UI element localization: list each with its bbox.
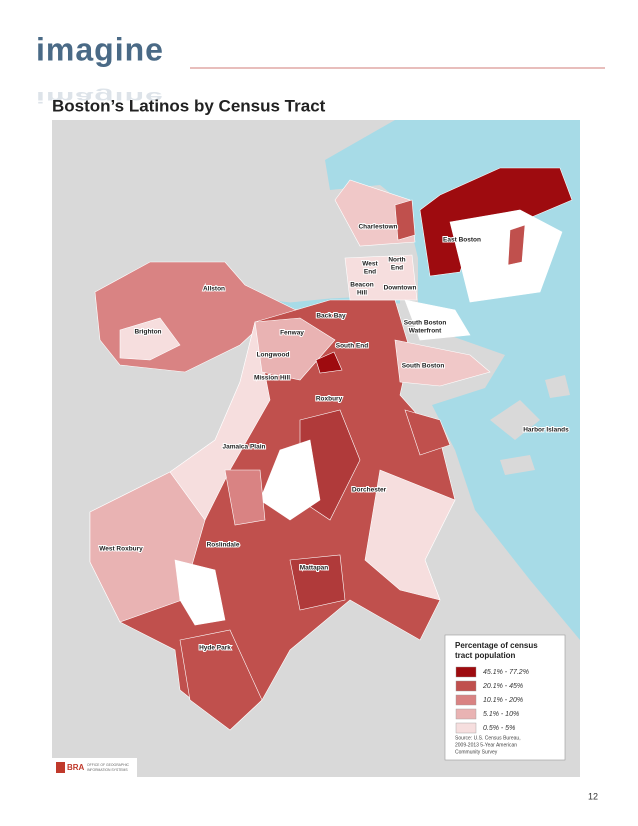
map: Charlestown East Boston West End North E… xyxy=(52,120,580,777)
harbor-islands xyxy=(490,375,570,475)
place-label: West xyxy=(362,261,378,268)
legend-label: 20.1% - 45% xyxy=(482,683,523,690)
credit-unit: INFORMATION SYSTEMS xyxy=(87,768,128,772)
legend-source: Community Survey xyxy=(455,749,498,755)
place-label: Jamaica Plain xyxy=(223,444,266,451)
legend-swatch xyxy=(455,694,477,706)
place-label: Fenway xyxy=(280,330,304,337)
place-label: Mattapan xyxy=(300,565,329,572)
place-label: Roxbury xyxy=(316,396,343,403)
place-label: Beacon xyxy=(350,282,374,289)
place-label: West Roxbury xyxy=(99,546,143,553)
credit-unit: OFFICE OF GEOGRAPHIC xyxy=(87,763,130,767)
place-label: North xyxy=(388,257,405,264)
place-label: Hill xyxy=(357,290,367,297)
credit-logo xyxy=(56,762,65,773)
legend-swatch xyxy=(455,708,477,720)
place-label: South Boston xyxy=(402,363,445,370)
place-label: East Boston xyxy=(443,237,481,244)
legend-swatch xyxy=(455,666,477,678)
legend-source: Source: U.S. Census Bureau, xyxy=(455,735,521,741)
legend-source: 2009-2013 5-Year American xyxy=(455,742,517,748)
place-label: Back Bay xyxy=(316,313,346,320)
place-label: Allston xyxy=(203,286,225,293)
place-label: Longwood xyxy=(257,352,290,359)
place-label: End xyxy=(364,269,376,276)
page-number: 12 xyxy=(588,791,598,801)
legend-label: 10.1% - 20% xyxy=(483,697,523,704)
page-title: Boston’s Latinos by Census Tract xyxy=(52,96,326,115)
logo-reflection: imagine xyxy=(36,88,164,106)
place-label: Harbor Islands xyxy=(523,427,569,434)
place-label: End xyxy=(391,265,403,272)
place-label: Mission Hill xyxy=(254,375,290,382)
logo: imagine xyxy=(36,31,164,67)
place-label: Hyde Park xyxy=(199,645,231,652)
legend-label: 45.1% - 77.2% xyxy=(483,669,529,676)
legend-title: Percentage of census xyxy=(455,641,538,650)
place-label: Waterfront xyxy=(409,328,442,335)
legend-label: 5.1% - 10% xyxy=(483,711,519,718)
place-label: Dorchester xyxy=(352,487,387,494)
place-label: Roslindale xyxy=(207,542,240,549)
place-label: South Boston xyxy=(404,320,447,327)
legend-label: 0.5% - 5% xyxy=(483,725,515,732)
tracts xyxy=(89,167,573,731)
place-labels: Charlestown East Boston West End North E… xyxy=(98,223,570,653)
place-label: Brighton xyxy=(134,329,161,336)
legend-swatch xyxy=(455,680,477,692)
legend-swatch xyxy=(455,722,477,734)
credit-box xyxy=(52,758,137,777)
place-label: Charlestown xyxy=(358,224,397,231)
legend-title: tract population xyxy=(455,651,516,660)
place-label: Downtown xyxy=(384,285,417,292)
place-label: South End xyxy=(336,343,369,350)
credit-org: BRA xyxy=(67,763,85,772)
legend: Percentage of census tract population So… xyxy=(444,634,566,761)
